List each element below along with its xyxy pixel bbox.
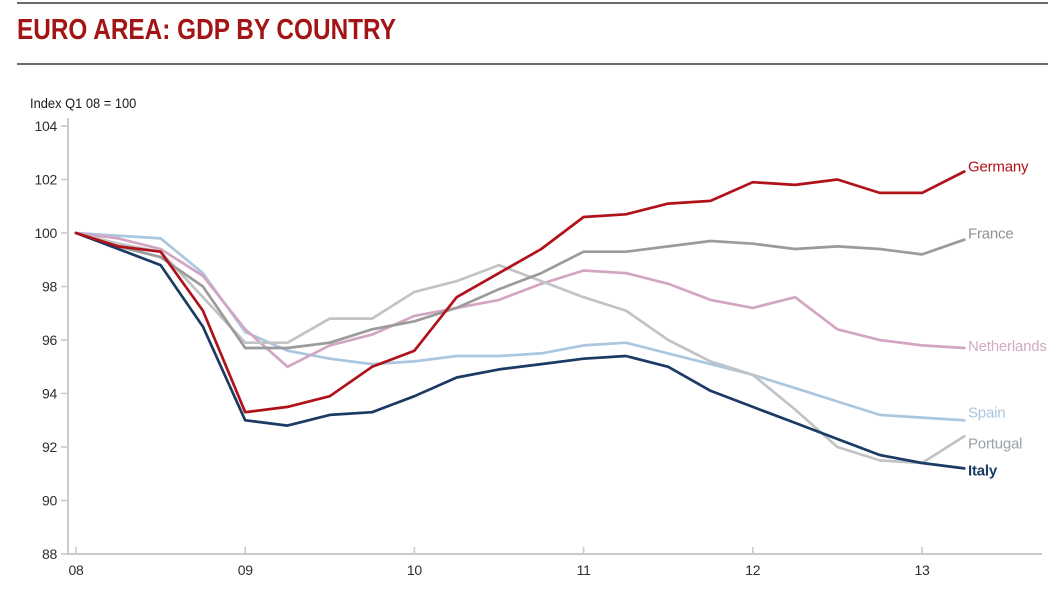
- series-line-portugal: [74, 231, 966, 465]
- y-tick-label: 90: [42, 493, 57, 509]
- series-label-france: France: [968, 226, 1014, 243]
- title-divider: [17, 63, 1048, 65]
- series-label-germany: Germany: [968, 159, 1029, 176]
- y-tick-label: 104: [35, 118, 58, 134]
- series-line-germany: [74, 170, 966, 414]
- top-rule: [17, 2, 1048, 4]
- y-tick-label: 88: [42, 546, 57, 562]
- series-line-italy: [74, 231, 966, 470]
- x-tick-label: 10: [407, 562, 422, 578]
- series-label-portugal: Portugal: [968, 435, 1022, 452]
- series-label-italy: Italy: [968, 462, 998, 479]
- y-tick-label: 92: [42, 439, 57, 455]
- series-label-netherlands: Netherlands: [968, 338, 1047, 355]
- page-title: EURO AREA: GDP BY COUNTRY: [17, 14, 396, 46]
- series-line-netherlands: [74, 231, 966, 369]
- x-tick-label: 09: [238, 562, 253, 578]
- x-tick-label: 08: [69, 562, 84, 578]
- y-tick-label: 100: [35, 225, 58, 241]
- y-tick-label: 102: [35, 172, 58, 188]
- index-note-label: Index Q1 08 = 100: [30, 95, 137, 111]
- x-tick-label: 12: [745, 562, 760, 578]
- x-tick-label: 13: [915, 562, 930, 578]
- axes: [67, 118, 1042, 555]
- y-tick-label: 96: [42, 332, 57, 348]
- y-tick-label: 94: [42, 386, 57, 402]
- y-tick-label: 98: [42, 279, 57, 295]
- series-line-france: [74, 231, 966, 350]
- series-label-spain: Spain: [968, 404, 1005, 421]
- x-tick-label: 11: [577, 562, 591, 578]
